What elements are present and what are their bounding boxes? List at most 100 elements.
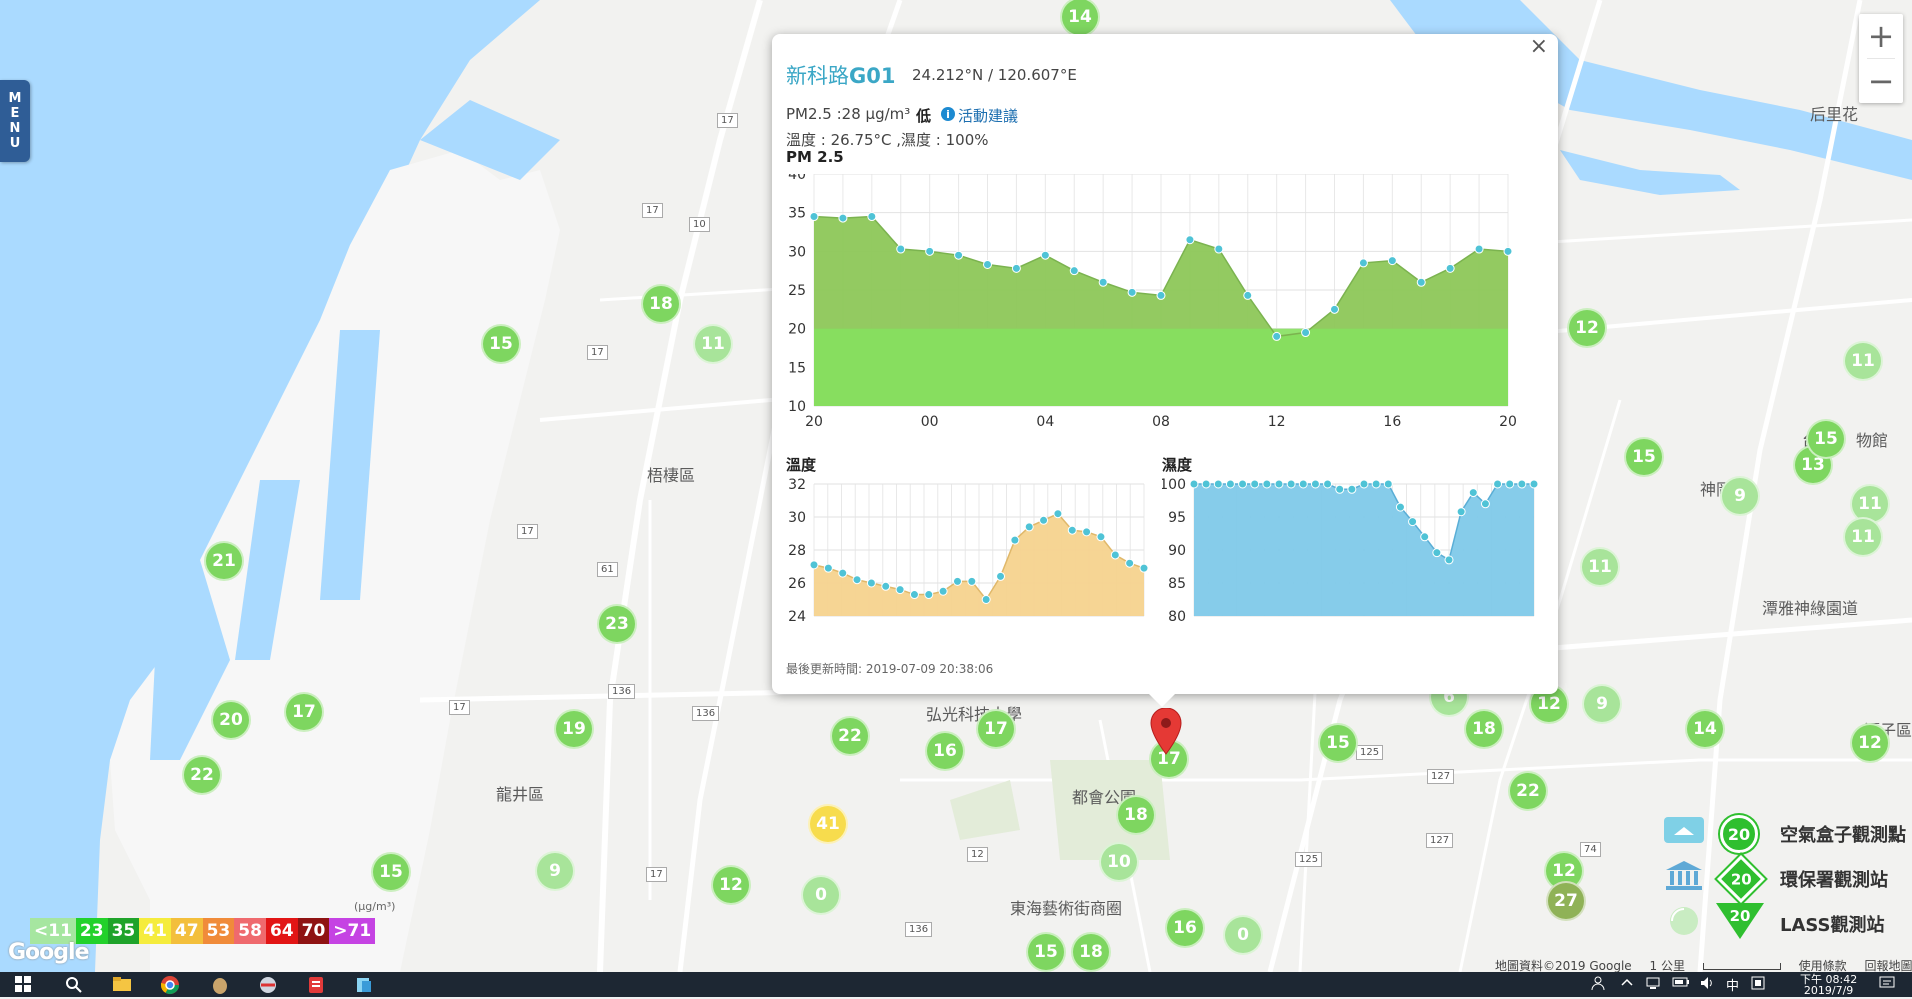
data-point — [1250, 479, 1260, 489]
station-marker[interactable]: 15 — [1026, 932, 1066, 972]
temp-chart: 24 26 28 30 32 — [788, 477, 1149, 625]
station-marker[interactable]: 18 — [641, 284, 681, 324]
station-marker[interactable]: 12 — [1567, 308, 1607, 348]
station-marker[interactable]: 15 — [1624, 437, 1664, 477]
legend-unit: (μg/m³) — [354, 900, 396, 913]
menu-letter: E — [10, 106, 20, 121]
report-error-link[interactable]: 回報地圖錯誤 — [1864, 959, 1912, 973]
activity-advice-link[interactable]: 活動建議 — [958, 107, 1019, 125]
data-point — [1456, 507, 1466, 517]
people-icon[interactable] — [1590, 975, 1606, 994]
legend-swatch: >71 — [329, 918, 376, 944]
station-marker[interactable]: 15 — [1318, 723, 1358, 763]
legend-swatch: 64 — [265, 918, 298, 944]
station-marker[interactable]: 12 — [1850, 723, 1890, 763]
clock[interactable]: 下午 08:42 2019/7/9 — [1800, 974, 1857, 996]
legend-swatch: 58 — [234, 918, 266, 944]
station-marker[interactable]: 17 — [1149, 739, 1189, 779]
station-marker[interactable]: 11 — [1580, 547, 1620, 587]
start-icon[interactable] — [14, 975, 34, 994]
station-marker[interactable]: 15 — [371, 852, 411, 892]
station-marker[interactable]: 22 — [182, 755, 222, 795]
network-icon[interactable] — [1645, 975, 1661, 994]
station-marker[interactable]: 18 — [1116, 795, 1156, 835]
terms-link[interactable]: 使用條款 — [1798, 959, 1847, 973]
station-marker[interactable]: 9 — [535, 851, 575, 891]
tray-up-chevron-icon[interactable] — [1620, 975, 1634, 992]
station-legend-item: 20 LASS觀測站 — [1660, 903, 1912, 943]
route-shield: 10 — [689, 217, 710, 232]
legend-swatch: <11 — [30, 918, 76, 944]
station-marker[interactable]: 41 — [808, 804, 848, 844]
app-icon-4[interactable] — [354, 975, 374, 994]
info-icon[interactable]: i — [941, 107, 955, 121]
app-icon-3[interactable] — [306, 975, 326, 994]
data-point — [1024, 522, 1034, 532]
data-point — [1503, 246, 1513, 256]
station-marker[interactable]: 16 — [1165, 908, 1205, 948]
station-marker[interactable]: 15 — [1806, 419, 1846, 459]
data-point — [1420, 532, 1430, 542]
station-marker[interactable]: 21 — [204, 541, 244, 581]
station-marker[interactable]: 20 — [211, 700, 251, 740]
station-marker[interactable]: 27 — [1546, 881, 1586, 921]
data-point — [1243, 290, 1253, 300]
station-marker[interactable]: 22 — [1508, 771, 1548, 811]
menu-letter: N — [9, 121, 21, 136]
station-marker[interactable]: 12 — [711, 865, 751, 905]
notification-icon[interactable] — [1878, 975, 1896, 994]
station-marker[interactable]: 23 — [597, 604, 637, 644]
station-marker[interactable]: 14 — [1685, 709, 1725, 749]
station-marker[interactable]: 0 — [801, 875, 841, 915]
diamond-badge-value: 20 — [1730, 870, 1752, 888]
station-marker[interactable]: 9 — [1720, 476, 1760, 516]
station-marker[interactable]: 14 — [1060, 0, 1100, 37]
station-marker[interactable]: 17 — [976, 709, 1016, 749]
zoom-out-button[interactable]: − — [1867, 62, 1895, 100]
legend-swatch: 23 — [75, 918, 108, 944]
battery-icon[interactable] — [1672, 975, 1690, 992]
station-marker[interactable]: 11 — [1843, 517, 1883, 557]
zoom-in-button[interactable]: + — [1867, 17, 1895, 55]
lass-sensor-icon — [1670, 907, 1698, 935]
y-tick-label: 28 — [788, 543, 806, 559]
chrome-icon[interactable] — [160, 975, 180, 995]
route-shield: 136 — [608, 684, 636, 699]
ime-indicator[interactable]: 中 — [1726, 979, 1740, 994]
station-marker[interactable]: 18 — [1464, 709, 1504, 749]
station-marker[interactable]: 17 — [284, 692, 324, 732]
station-id: G01 — [849, 64, 896, 88]
station-marker[interactable]: 15 — [481, 324, 521, 364]
data-point — [1274, 479, 1284, 489]
data-point — [1323, 479, 1333, 489]
data-point — [1432, 548, 1442, 558]
keyboard-icon[interactable] — [1750, 975, 1766, 994]
y-tick-label: 90 — [1168, 543, 1186, 559]
map-place-label: 東海藝術街商圈 — [1010, 899, 1123, 918]
search-icon[interactable] — [64, 975, 84, 994]
station-marker[interactable]: 19 — [554, 709, 594, 749]
close-button[interactable]: × — [1529, 34, 1548, 59]
file-explorer-icon[interactable] — [112, 975, 132, 994]
station-marker[interactable]: 9 — [1582, 684, 1622, 724]
volume-icon[interactable] — [1699, 975, 1715, 994]
app-icon-2[interactable] — [258, 975, 278, 994]
data-point — [1416, 277, 1426, 287]
station-marker[interactable]: 16 — [925, 731, 965, 771]
map-place-label: 梧棲區 — [647, 466, 696, 485]
station-marker[interactable]: 11 — [1843, 341, 1883, 381]
x-tick-label: 20 — [1499, 414, 1517, 430]
route-shield: 125 — [1356, 745, 1384, 760]
route-shield: 127 — [1426, 833, 1454, 848]
route-shield: 136 — [692, 706, 720, 721]
station-marker[interactable]: 10 — [1099, 842, 1139, 882]
station-marker[interactable]: 0 — [1223, 915, 1263, 955]
app-icon-1[interactable] — [210, 975, 230, 994]
station-marker[interactable]: 11 — [693, 324, 733, 364]
location-pin-icon[interactable] — [1150, 708, 1182, 756]
data-point — [867, 212, 877, 222]
station-marker[interactable]: 22 — [830, 716, 870, 756]
legend-swatch: 41 — [139, 918, 171, 944]
station-marker[interactable]: 18 — [1071, 932, 1111, 972]
